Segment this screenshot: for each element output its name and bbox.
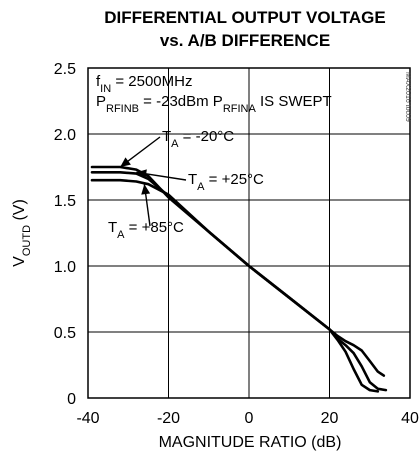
annotation-plus85c: TA = +85°C [108,219,184,241]
tick-labels: -40 -20 0 20 40 0 0.5 1.0 1.5 2.0 2.5 [54,61,419,427]
plot-frame [87,67,411,399]
y-axis-label: VOUTD (V) [11,199,33,267]
y-tick-label: 0.5 [54,325,76,342]
x-tick-label: 0 [245,410,254,427]
chart-title-line-1: DIFFERENTIAL OUTPUT VOLTAGE [104,8,385,27]
x-tick-label: -20 [157,410,180,427]
series-layer [90,165,388,393]
annotation-plus25c: TA = +25°C [188,171,264,193]
annotation-arrows [119,136,187,227]
y-tick-label: 0 [67,391,76,408]
annotation-arrow-head [136,169,147,179]
x-axis-label: MAGNITUDE RATIO (dB) [159,434,342,451]
x-tick-label: 40 [401,410,419,427]
condition-power: PRFINB = -23dBm PRFINA IS SWEPT [96,93,332,115]
annotation-arrow-head [141,184,151,195]
annotation-minus20c: TA = -20°C [162,128,234,150]
y-tick-label: 1.0 [54,259,76,276]
x-tick-label: 20 [321,410,339,427]
y-tick-label: 2.0 [54,127,76,144]
annotation-arrow-head [120,157,131,167]
watermark: MAX2016 toc09 [404,72,411,122]
y-tick-label: 1.5 [54,193,76,210]
series-line-2 [90,178,380,393]
chart-title-line-2: vs. A/B DIFFERENCE [160,31,330,50]
y-tick-label: 2.5 [54,61,76,78]
x-tick-label: -40 [76,410,99,427]
series-line-1 [90,171,388,392]
condition-frequency: fIN = 2500MHz [96,73,192,95]
